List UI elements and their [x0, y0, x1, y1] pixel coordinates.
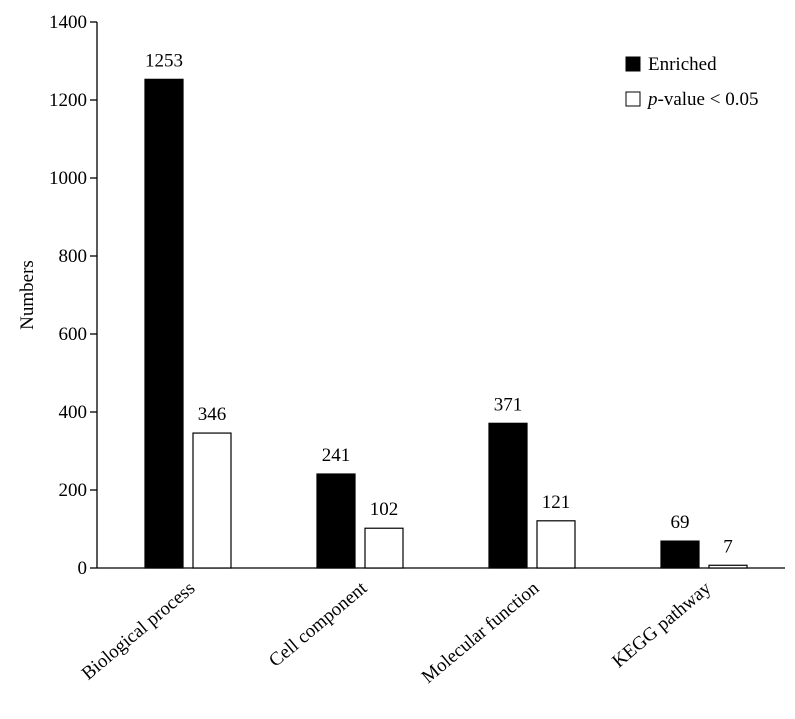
bars [144, 78, 748, 569]
category-label: KEGG pathway [608, 577, 715, 672]
y-tick-label: 600 [59, 324, 88, 345]
data-label: 346 [198, 404, 227, 425]
data-label: 241 [322, 445, 351, 466]
bar-pvalue-0 [192, 432, 232, 569]
category-labels: Biological process Cell component Molecula… [78, 577, 716, 687]
y-tick-label: 1400 [49, 12, 87, 33]
bar-enriched-2 [488, 422, 528, 569]
value-labels: 1253 346 241 102 371 121 69 7 [145, 50, 733, 557]
legend-swatch-enriched [625, 56, 641, 72]
legend-label-pvalue: p-value < 0.05 [646, 89, 758, 110]
y-tick-label: 1200 [49, 90, 87, 111]
data-label: 1253 [145, 50, 183, 71]
y-axis-title: Numbers [17, 260, 38, 330]
y-tick-label: 200 [59, 480, 88, 501]
bar-enriched-3 [660, 540, 700, 569]
bar-enriched-0 [144, 78, 184, 569]
category-label: Molecular function [418, 577, 544, 687]
bar-pvalue-2 [536, 520, 576, 569]
data-label: 121 [542, 492, 571, 513]
y-tick-label: 1000 [49, 168, 87, 189]
data-label: 7 [723, 536, 733, 557]
data-label: 371 [494, 394, 523, 415]
legend-label-enriched: Enriched [648, 54, 717, 75]
category-label: Cell component [265, 577, 372, 671]
y-tick-label: 0 [78, 558, 88, 579]
data-label: 69 [671, 512, 690, 533]
legend: Enriched p-value < 0.05 [625, 54, 758, 110]
legend-label-pvalue-rest: -value < 0.05 [658, 89, 759, 110]
y-axis: 0 200 400 600 800 1000 1200 1400 [49, 12, 98, 579]
bar-pvalue-1 [364, 527, 404, 569]
bar-pvalue-3 [708, 564, 748, 569]
data-label: 102 [370, 499, 399, 520]
category-label: Biological process [78, 578, 199, 685]
legend-label-pvalue-italic: p [646, 89, 658, 110]
legend-swatch-pvalue [625, 91, 641, 107]
y-tick-label: 400 [59, 402, 88, 423]
y-tick-label: 800 [59, 246, 88, 267]
bar-enriched-1 [316, 473, 356, 569]
